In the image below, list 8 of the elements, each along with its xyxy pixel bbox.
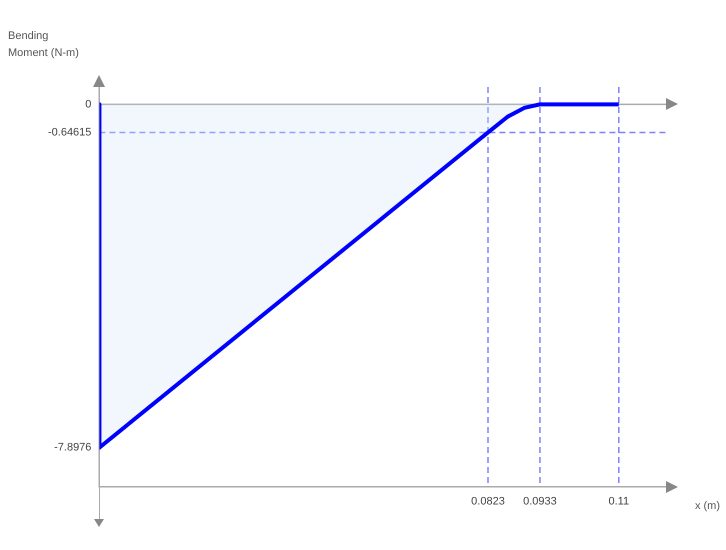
y-axis-title: Bending Moment (N-m) <box>8 29 80 61</box>
y-tick-label: 0 <box>85 98 92 110</box>
y-tick-label: -0.64615 <box>48 126 92 138</box>
x-tick-label: 0.0933 <box>523 495 557 508</box>
x-axis-title: x (m) <box>694 500 720 512</box>
x-tick-label: 0.0823 <box>471 495 505 508</box>
y-tick-label: -7.8976 <box>54 442 92 454</box>
x-tick-label: 0.11 <box>608 495 630 508</box>
